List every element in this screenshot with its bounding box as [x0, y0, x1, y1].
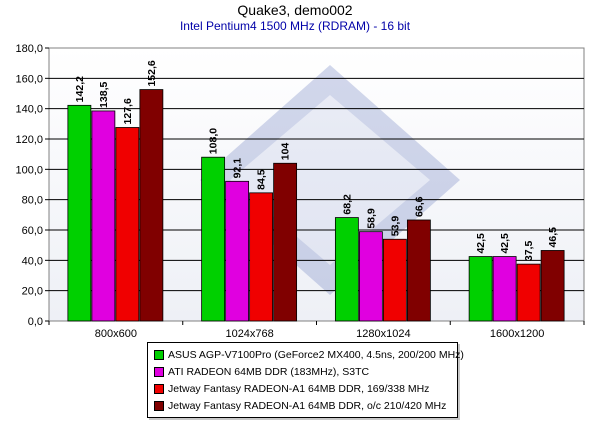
y-tick-label: 80,0 — [22, 195, 43, 207]
bar-value-label: 42,5 — [475, 233, 487, 254]
bar — [382, 238, 407, 322]
y-tick-label: 140,0 — [15, 104, 43, 116]
legend-swatch — [154, 400, 164, 411]
y-tick-label: 40,0 — [22, 255, 43, 267]
legend-swatch — [154, 383, 164, 394]
bar-value-label: 66,6 — [413, 196, 425, 217]
y-tick-label: 120,0 — [15, 134, 43, 146]
bar-value-label: 37,5 — [523, 241, 535, 262]
legend-label: Jetway Fantasy RADEON-A1 64MB DDR, 169/3… — [168, 382, 430, 395]
bar-value-label: 68,2 — [341, 194, 353, 215]
y-tick-label: 100,0 — [15, 164, 43, 176]
x-tick-label: 1600x1200 — [490, 328, 544, 340]
bar — [115, 127, 140, 322]
y-tick-label: 160,0 — [15, 73, 43, 85]
bar-value-label: 138,5 — [98, 82, 110, 108]
legend-item: ASUS AGP-V7100Pro (GeForce2 MX400, 4.5ns… — [154, 346, 464, 363]
bar-chart: 142,2 108,0 68,2 42,5 138,5 92,1 58,9 42,5 127,6… — [15, 43, 585, 340]
x-tick-label: 1024x768 — [225, 328, 273, 340]
bar-value-label: 127,6 — [122, 98, 134, 124]
legend-item: ATI RADEON 64MB DDR (183MHz), S3TC — [154, 363, 457, 380]
y-tick-label: 60,0 — [22, 225, 43, 237]
legend-item: Jetway Fantasy RADEON-A1 64MB DDR, 169/3… — [154, 380, 457, 397]
chart-title: Quake3, demo002 — [237, 2, 353, 18]
bar — [516, 263, 541, 322]
bar — [334, 217, 359, 322]
bar — [225, 180, 250, 322]
bar-value-label: 142,2 — [74, 76, 86, 102]
bar — [273, 162, 298, 322]
x-tick-label: 1280x1024 — [356, 328, 410, 340]
chart-subtitle: Intel Pentium4 1500 MHz (RDRAM) - 16 bit — [179, 19, 411, 33]
bar-value-label: 152,6 — [146, 60, 158, 86]
legend-label: ATI RADEON 64MB DDR (183MHz), S3TC — [168, 365, 370, 378]
bar-value-label: 92,1 — [232, 158, 244, 179]
bar-value-label: 42,5 — [499, 233, 511, 254]
bar — [468, 256, 493, 322]
y-tick-label: 180,0 — [15, 43, 43, 55]
bar — [406, 219, 431, 322]
legend-label: ASUS AGP-V7100Pro (GeForce2 MX400, 4.5ns… — [168, 348, 464, 361]
bar-value-label: 53,9 — [389, 216, 401, 237]
legend-swatch — [154, 349, 164, 360]
x-tick-label: 800x600 — [95, 328, 137, 340]
bar — [540, 250, 565, 322]
bar — [201, 156, 226, 322]
legend-swatch — [154, 366, 164, 377]
legend-label: Jetway Fantasy RADEON-A1 64MB DDR, o/c 2… — [168, 399, 447, 412]
bar-value-label: 108,0 — [208, 128, 220, 154]
bar-value-label: 84,5 — [256, 169, 268, 190]
legend: ASUS AGP-V7100Pro (GeForce2 MX400, 4.5ns… — [147, 342, 464, 418]
bar — [67, 104, 92, 322]
y-tick-label: 0,0 — [28, 316, 43, 328]
bar-value-label: 104 — [280, 143, 292, 161]
y-tick-label: 20,0 — [22, 286, 43, 298]
legend-item: Jetway Fantasy RADEON-A1 64MB DDR, o/c 2… — [154, 397, 457, 414]
bar — [492, 256, 517, 322]
bar — [91, 110, 116, 322]
bar — [139, 89, 164, 322]
bar — [358, 231, 383, 322]
bar-value-label: 46,5 — [547, 227, 559, 248]
bar — [249, 192, 274, 322]
bar-value-label: 58,9 — [365, 208, 377, 229]
